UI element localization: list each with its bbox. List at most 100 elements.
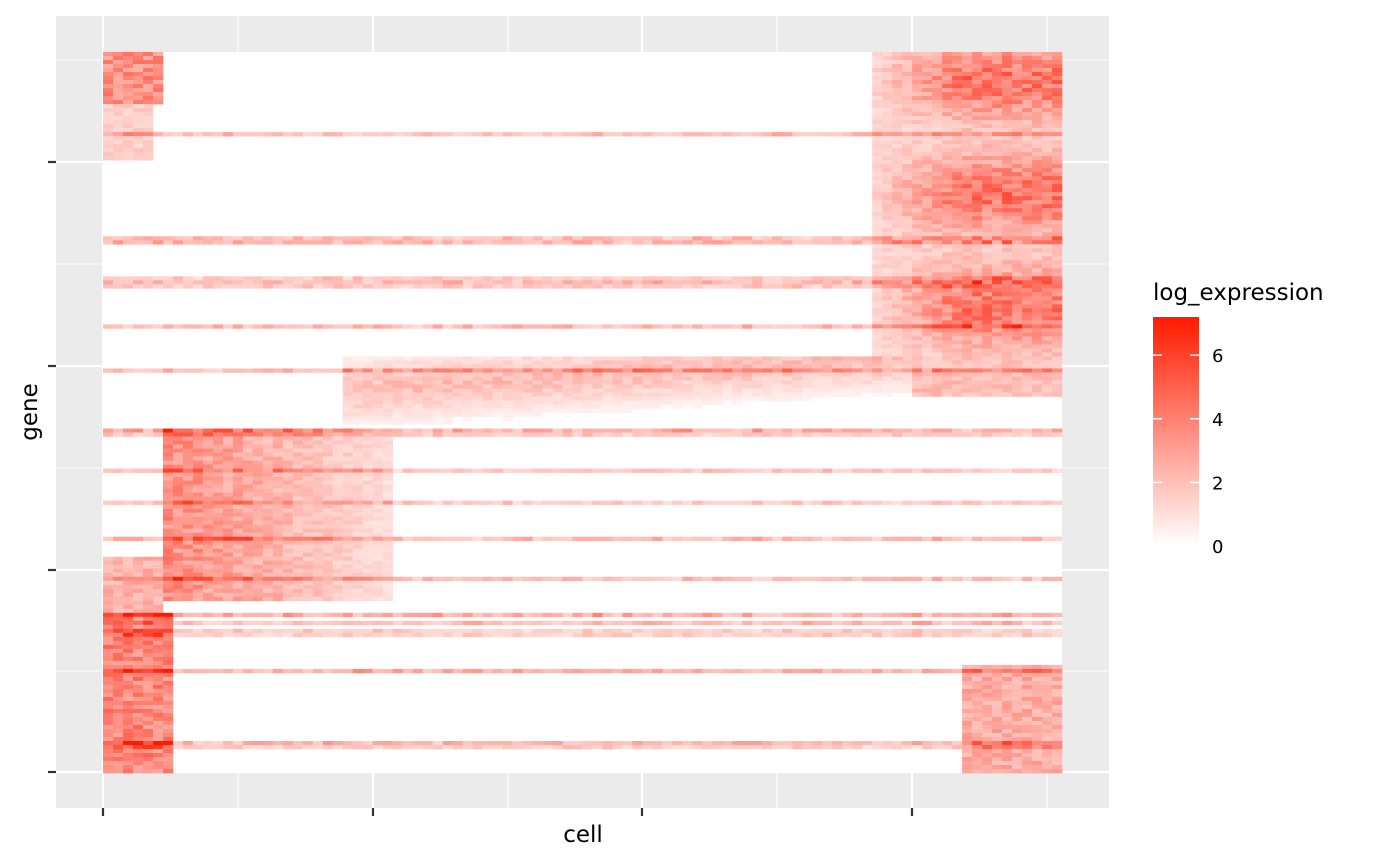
- heatmap-tile: [862, 360, 873, 365]
- heatmap-tile: [952, 168, 963, 173]
- heatmap-tile: [1052, 160, 1063, 165]
- heatmap-tile: [132, 600, 144, 606]
- heatmap-tile: [912, 104, 923, 109]
- heatmap-tile: [132, 104, 144, 109]
- heatmap-tile: [1032, 312, 1043, 317]
- heatmap-tile: [1002, 356, 1013, 361]
- heatmap-tile: [182, 584, 194, 590]
- heatmap-tile: [1042, 212, 1053, 217]
- heatmap-tile: [552, 404, 563, 409]
- heatmap-tile: [332, 512, 344, 517]
- heatmap-tile: [262, 368, 274, 373]
- heatmap-tile: [1042, 376, 1053, 381]
- heatmap-tile: [372, 392, 384, 397]
- heatmap-tile: [1042, 348, 1053, 353]
- heatmap-tile: [632, 360, 643, 365]
- heatmap-tile: [362, 500, 374, 505]
- heatmap-tile: [1002, 576, 1013, 582]
- heatmap-tile: [103, 604, 114, 610]
- heatmap-tile: [492, 380, 503, 385]
- heatmap-tile: [892, 372, 903, 377]
- heatmap-tile: [942, 248, 953, 253]
- heatmap-tile: [652, 404, 663, 409]
- heatmap-tile: [972, 372, 983, 377]
- heatmap-tile: [162, 524, 174, 529]
- heatmap-tile: [962, 192, 973, 197]
- heatmap-tile: [272, 476, 284, 481]
- heatmap-tile: [332, 592, 344, 598]
- heatmap-tile: [752, 536, 763, 541]
- heatmap-tile: [852, 384, 863, 389]
- heatmap-tile: [122, 616, 134, 622]
- heatmap-tile: [922, 216, 933, 221]
- heatmap-tile: [942, 168, 953, 173]
- heatmap-tile: [332, 588, 344, 594]
- heatmap-tile: [152, 592, 164, 598]
- heatmap-tile: [262, 484, 274, 489]
- heatmap-tile: [962, 128, 973, 133]
- heatmap-tile: [522, 376, 533, 381]
- heatmap-tile: [462, 396, 473, 401]
- heatmap-tile: [232, 588, 244, 594]
- heatmap-tile: [1012, 120, 1023, 125]
- heatmap-tile: [932, 620, 943, 626]
- heatmap-tile: [882, 432, 893, 437]
- heatmap-tile: [1022, 56, 1033, 61]
- heatmap-tile: [162, 636, 174, 642]
- heatmap-tile: [342, 528, 354, 533]
- heatmap-tile: [852, 620, 863, 626]
- heatmap-tile: [262, 448, 274, 453]
- heatmap-tile: [262, 468, 274, 473]
- heatmap-tile: [103, 124, 114, 129]
- heatmap-tile: [762, 392, 773, 397]
- heatmap-tile: [1012, 500, 1023, 505]
- heatmap-tile: [232, 492, 244, 497]
- heatmap-tile: [1022, 172, 1033, 177]
- heatmap-tile: [122, 652, 134, 658]
- heatmap-tile: [452, 284, 463, 289]
- heatmap-tile: [282, 564, 294, 570]
- heatmap-tile: [922, 144, 933, 149]
- heatmap-tile: [982, 228, 993, 233]
- heatmap-tile: [362, 276, 374, 281]
- heatmap-tile: [942, 360, 953, 365]
- heatmap-tile: [352, 364, 364, 369]
- heatmap-tile: [862, 428, 873, 433]
- heatmap-tile: [242, 568, 254, 574]
- heatmap-tile: [882, 108, 893, 113]
- heatmap-tile: [582, 620, 593, 626]
- heatmap-tile: [872, 372, 883, 377]
- heatmap-tile: [342, 416, 354, 421]
- heatmap-tile: [472, 620, 483, 626]
- heatmap-tile: [342, 388, 354, 393]
- heatmap-tile: [292, 620, 304, 626]
- heatmap-tile: [522, 632, 533, 638]
- heatmap-tile: [382, 480, 393, 485]
- heatmap-tile: [352, 408, 364, 413]
- heatmap-tile: [272, 276, 284, 281]
- heatmap-tile: [222, 484, 234, 489]
- heatmap-tile: [282, 544, 294, 549]
- heatmap-tile: [962, 132, 973, 137]
- heatmap-tile: [472, 364, 483, 369]
- heatmap-tile: [1022, 340, 1033, 345]
- heatmap-tile: [252, 508, 264, 513]
- heatmap-tile: [522, 380, 533, 385]
- heatmap-tile: [972, 124, 983, 129]
- heatmap-tile: [462, 500, 473, 505]
- heatmap-tile: [1042, 356, 1053, 361]
- heatmap-tile: [142, 120, 154, 125]
- heatmap-tile: [722, 360, 733, 365]
- heatmap-tile: [192, 496, 204, 501]
- heatmap-tile: [342, 520, 354, 525]
- heatmap-tile: [552, 576, 563, 582]
- heatmap-tile: [442, 324, 453, 329]
- heatmap-tile: [712, 236, 723, 241]
- heatmap-tile: [392, 400, 403, 405]
- heatmap-tile: [352, 444, 364, 449]
- heatmap-tile: [832, 392, 843, 397]
- heatmap-tile: [262, 612, 274, 618]
- heatmap-tile: [752, 324, 763, 329]
- heatmap-tile: [162, 280, 174, 285]
- heatmap-tile: [212, 368, 224, 373]
